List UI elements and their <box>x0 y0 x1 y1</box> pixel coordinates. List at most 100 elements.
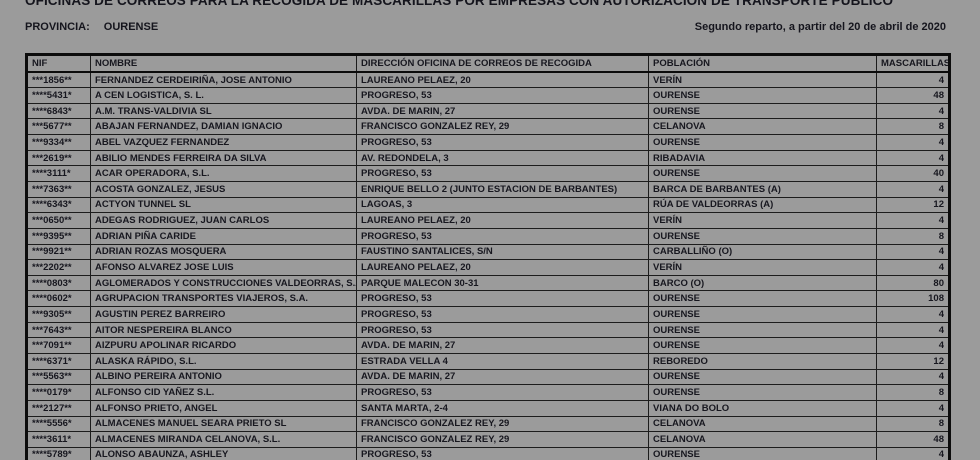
province-value: OURENSE <box>103 21 159 33</box>
table-row: ****3111* ACAR OPERADORA, S.L. PROGRESO, 5… <box>26 165 950 182</box>
cell-nif: ****6371* <box>26 353 91 370</box>
table-row: ***5563** ALBINO PEREIRA ANTONIO AVDA. DE … <box>26 368 950 386</box>
cell-poblacion: VIANA DO BOLO <box>648 399 877 417</box>
header-mascarillas: MASCARILLAS <box>876 54 950 73</box>
cell-direccion: AV. REDONDELA, 3 <box>356 149 649 167</box>
cell-nombre: AGLOMERADOS Y CONSTRUCCIONES VALDEORRAS,… <box>90 274 357 292</box>
cell-poblacion: OURENSE <box>648 87 877 104</box>
cell-poblacion: RIBADAVIA <box>648 149 877 167</box>
cell-nif: ***9305** <box>26 306 91 323</box>
cell-poblacion: OURENSE <box>648 306 877 323</box>
header-nombre: NOMBRE <box>90 54 357 73</box>
cell-mascarillas: 40 <box>876 165 950 182</box>
cell-mascarillas: 4 <box>876 399 950 417</box>
table-header: NIF NOMBRE DIRECCIÓN OFICINA DE CORREOS … <box>26 54 950 73</box>
table-row: ****0602* AGRUPACION TRANSPORTES VIAJEROS… <box>26 290 950 308</box>
cell-nombre: ALFONSO CID YAÑEZ S.L. <box>90 384 357 401</box>
cell-poblacion: OURENSE <box>648 102 877 120</box>
cell-direccion: FRANCISCO GONZALEZ REY, 29 <box>356 118 649 136</box>
cell-direccion: LAUREANO PELAEZ, 20 <box>356 71 649 89</box>
cell-poblacion: OURENSE <box>648 384 877 401</box>
cell-poblacion: OURENSE <box>648 337 877 355</box>
cell-nombre: ALONSO ABAUNZA, ASHLEY <box>90 446 357 460</box>
cell-direccion: PROGRESO, 53 <box>356 306 649 323</box>
cell-nombre: AGRUPACION TRANSPORTES VIAJEROS, S.A. <box>90 290 357 308</box>
meta-row: PROVINCIA: OURENSE Segundo reparto, a par… <box>25 21 946 33</box>
table-row: ****5431* A CEN LOGISTICA, S. L. PROGRESO,… <box>26 87 950 104</box>
cell-nif: ***1856** <box>26 71 91 89</box>
cell-direccion: FAUSTINO SANTALICES, S/N <box>356 243 649 261</box>
cell-nombre: A CEN LOGISTICA, S. L. <box>90 87 357 104</box>
cell-nif: ***7363** <box>26 180 91 198</box>
cell-direccion: AVDA. DE MARIN, 27 <box>356 102 649 120</box>
cell-nif: ***2619** <box>26 149 91 167</box>
cell-nombre: FERNANDEZ CERDEIRIÑA, JOSE ANTONIO <box>90 71 357 89</box>
cell-poblacion: OURENSE <box>648 134 877 151</box>
cell-direccion: AVDA. DE MARIN, 27 <box>356 368 649 386</box>
cell-direccion: ENRIQUE BELLO 2 (JUNTO ESTACION DE BARBA… <box>356 180 649 198</box>
cell-mascarillas: 4 <box>876 212 950 229</box>
cell-nif: ****0803* <box>26 274 91 292</box>
cell-mascarillas: 4 <box>876 321 950 339</box>
cell-poblacion: BARCA DE BARBANTES (A) <box>648 180 877 198</box>
cell-nif: ****3611* <box>26 431 91 448</box>
cell-direccion: PROGRESO, 53 <box>356 134 649 151</box>
header-poblacion: POBLACIÓN <box>648 54 877 73</box>
cell-mascarillas: 108 <box>876 290 950 308</box>
cell-direccion: PROGRESO, 53 <box>356 446 649 460</box>
cell-direccion: LAUREANO PELAEZ, 20 <box>356 259 649 276</box>
cell-direccion: FRANCISCO GONZALEZ REY, 29 <box>356 431 649 448</box>
cell-poblacion: OURENSE <box>648 290 877 308</box>
cell-nombre: ALFONSO PRIETO, ANGEL <box>90 399 357 417</box>
table-row: ****5789* ALONSO ABAUNZA, ASHLEY PROGRESO,… <box>26 446 950 460</box>
cell-nombre: ACAR OPERADORA, S.L. <box>90 165 357 182</box>
cell-poblacion: VERÍN <box>648 259 877 276</box>
header-nif: NIF <box>26 54 91 73</box>
cell-mascarillas: 8 <box>876 227 950 245</box>
cell-direccion: PROGRESO, 53 <box>356 165 649 182</box>
table-row: ***7363** ACOSTA GONZALEZ, JESUS ENRIQUE B… <box>26 180 950 198</box>
cell-direccion: PARQUE MALECON 30-31 <box>356 274 649 292</box>
table-header-row: NIF NOMBRE DIRECCIÓN OFICINA DE CORREOS … <box>26 54 950 73</box>
cell-mascarillas: 8 <box>876 118 950 136</box>
header-direccion: DIRECCIÓN OFICINA DE CORREOS DE RECOGIDA <box>356 54 649 73</box>
cell-poblacion: OURENSE <box>648 446 877 460</box>
cell-nombre: A.M. TRANS-VALDIVIA SL <box>90 102 357 120</box>
cell-mascarillas: 4 <box>876 243 950 261</box>
cell-direccion: PROGRESO, 53 <box>356 290 649 308</box>
cell-nif: ****5789* <box>26 446 91 460</box>
cell-nombre: ALMACENES MIRANDA CELANOVA, S.L. <box>90 431 357 448</box>
table-row: ***5677** ABAJAN FERNANDEZ, DAMIAN IGNACI… <box>26 118 950 136</box>
cell-nombre: AFONSO ALVAREZ JOSE LUIS <box>90 259 357 276</box>
cell-nombre: ACOSTA GONZALEZ, JESUS <box>90 180 357 198</box>
cell-poblacion: CELANOVA <box>648 118 877 136</box>
cell-mascarillas: 4 <box>876 368 950 386</box>
cell-mascarillas: 4 <box>876 259 950 276</box>
cell-nombre: ABAJAN FERNANDEZ, DAMIAN IGNACIO <box>90 118 357 136</box>
cell-nombre: ADEGAS RODRIGUEZ, JUAN CARLOS <box>90 212 357 229</box>
cell-direccion: PROGRESO, 53 <box>356 227 649 245</box>
cell-direccion: SANTA MARTA, 2-4 <box>356 399 649 417</box>
cell-direccion: LAGOAS, 3 <box>356 196 649 214</box>
table-row: ****5556* ALMACENES MANUEL SEARA PRIETO S… <box>26 415 950 433</box>
cell-nif: ****6343* <box>26 196 91 214</box>
cell-nif: ***2127** <box>26 399 91 417</box>
cell-poblacion: REBOREDO <box>648 353 877 370</box>
cell-direccion: FRANCISCO GONZALEZ REY, 29 <box>356 415 649 433</box>
table-row: ***7643** AITOR NESPEREIRA BLANCO PROGRESO… <box>26 321 950 339</box>
cell-nif: ****0179* <box>26 384 91 401</box>
cell-mascarillas: 80 <box>876 274 950 292</box>
table-row: ***0650** ADEGAS RODRIGUEZ, JUAN CARLOS LA… <box>26 212 950 229</box>
cell-nombre: ACTYON TUNNEL SL <box>90 196 357 214</box>
cell-nombre: ALASKA RÁPIDO, S.L. <box>90 353 357 370</box>
cell-poblacion: CELANOVA <box>648 415 877 433</box>
cell-nif: ****5556* <box>26 415 91 433</box>
cell-nif: ***2202** <box>26 259 91 276</box>
table-body: ***1856** FERNANDEZ CERDEIRIÑA, JOSE ANTO… <box>26 71 950 460</box>
cell-mascarillas: 12 <box>876 353 950 370</box>
table-row: ***2619** ABILIO MENDES FERREIRA DA SILVA… <box>26 149 950 167</box>
cell-nombre: ALBINO PEREIRA ANTONIO <box>90 368 357 386</box>
table-row: ****6371* ALASKA RÁPIDO, S.L. ESTRADA VELL… <box>26 353 950 370</box>
cell-nif: ****5431* <box>26 87 91 104</box>
table-row: ****3611* ALMACENES MIRANDA CELANOVA, S.L… <box>26 431 950 448</box>
